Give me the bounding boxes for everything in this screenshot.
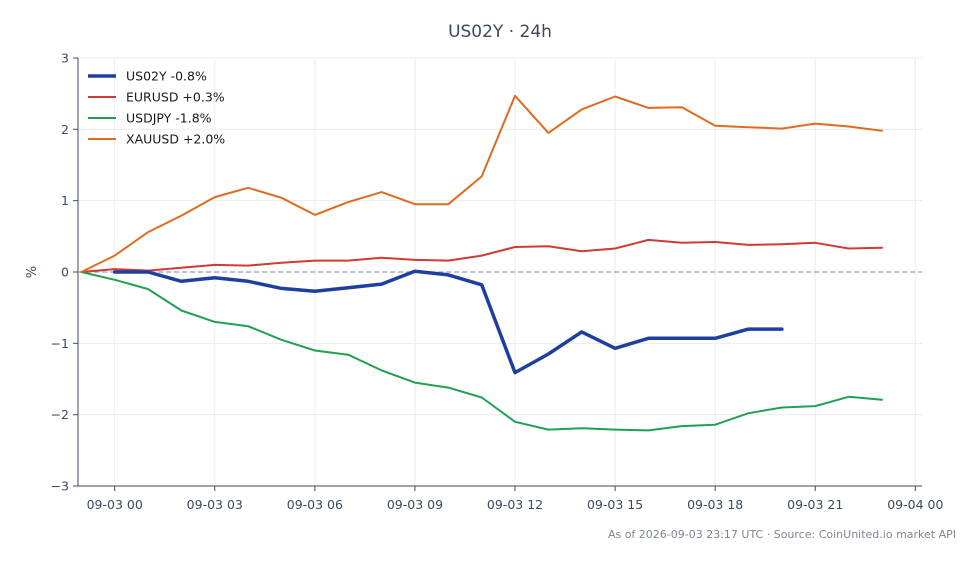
x-tick-label: 09-04 00 xyxy=(887,497,943,512)
y-axis-label: % xyxy=(25,266,40,278)
y-tick-label: 1 xyxy=(61,193,69,208)
legend-label-us02y: US02Y -0.8% xyxy=(126,69,207,84)
series-lines xyxy=(80,94,883,432)
legend-label-eurusd: EURUSD +0.3% xyxy=(126,90,225,105)
x-tick-label: 09-03 12 xyxy=(487,497,543,512)
series-line-us02y xyxy=(112,269,784,375)
y-tick-label: 0 xyxy=(61,265,69,280)
y-tick-label: 3 xyxy=(61,51,69,66)
legend-label-usdjpy: USDJPY -1.8% xyxy=(126,111,212,126)
axes: 3 2 1 0 −1 −2 −3 09-03 00 09-03 03 09-03 06 09-03 … xyxy=(51,51,944,513)
x-tick-label: 09-03 03 xyxy=(187,497,243,512)
y-tick-label: 2 xyxy=(61,122,69,137)
series-line-usdjpy xyxy=(80,271,883,432)
y-tick-label: −3 xyxy=(51,479,69,494)
x-tick-label: 09-03 18 xyxy=(687,497,743,512)
y-tick-label: −2 xyxy=(51,407,69,422)
series-line-xauusd xyxy=(80,94,883,273)
x-tick-label: 09-03 00 xyxy=(87,497,143,512)
grid xyxy=(78,57,922,487)
y-tick-label: −1 xyxy=(51,336,69,351)
legend: US02Y -0.8% EURUSD +0.3% USDJPY -1.8% XAUUS… xyxy=(88,69,225,147)
legend-label-xauusd: XAUUSD +2.0% xyxy=(126,132,225,147)
x-tick-label: 09-03 15 xyxy=(587,497,643,512)
x-tick-label: 09-03 06 xyxy=(287,497,343,512)
x-tick-label: 09-03 09 xyxy=(387,497,443,512)
footer-source-text: As of 2026-09-03 23:17 UTC · Source: Coi… xyxy=(608,528,956,541)
chart-title: US02Y · 24h xyxy=(448,22,552,42)
x-tick-label: 09-03 21 xyxy=(787,497,843,512)
series-line-eurusd xyxy=(80,238,883,273)
